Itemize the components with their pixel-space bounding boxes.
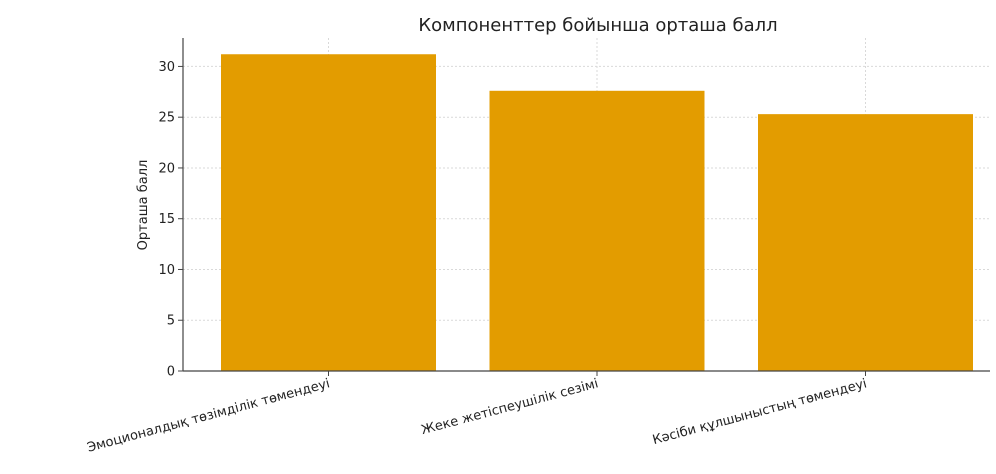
y-ticks: 0 5 10 15 20 25 30: [158, 60, 183, 380]
y-tick-label: 10: [158, 263, 175, 278]
y-axis-title: Орташа балл: [136, 160, 151, 251]
bar: [221, 54, 436, 372]
bar: [758, 114, 973, 371]
y-tick-label: 20: [158, 161, 175, 176]
bars: [221, 54, 973, 372]
x-category-labels: Эмоционалдық төзімділік төмендеуі Жеке же…: [86, 371, 869, 456]
x-category-label: Эмоционалдық төзімділік төмендеуі: [86, 376, 332, 455]
bar: [489, 90, 705, 371]
y-tick-label: 30: [158, 60, 175, 75]
y-tick-label: 0: [167, 365, 175, 380]
x-category-label: Кәсіби құлшыныстың төмендеуі: [651, 376, 869, 448]
axes: [182, 38, 990, 372]
chart-title: Компоненттер бойынша орташа балл: [418, 15, 777, 36]
y-tick-label: 25: [158, 111, 175, 126]
y-tick-label: 15: [158, 212, 175, 227]
x-category-label: Жеке жетіспеушілік сезімі: [420, 376, 600, 438]
y-tick-label: 5: [167, 314, 175, 329]
